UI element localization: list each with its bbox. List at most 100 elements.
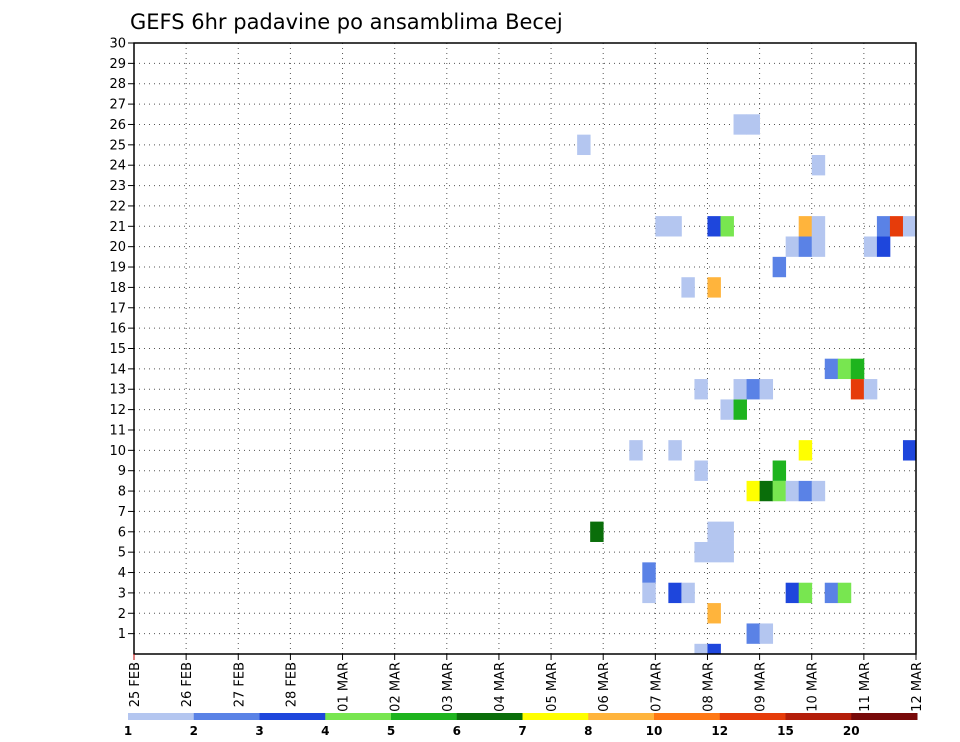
x-tick-label: 01 MAR xyxy=(337,662,352,712)
y-tick-label: 22 xyxy=(109,199,126,214)
precip-cell xyxy=(798,480,813,502)
x-tick-label: 12 MAR xyxy=(910,662,925,712)
colorbar-segment xyxy=(325,713,392,720)
x-tick-label: 04 MAR xyxy=(493,662,508,712)
precip-cell xyxy=(746,623,760,644)
y-tick-label: 16 xyxy=(109,322,126,337)
precip-cell xyxy=(876,236,891,257)
colorbar-segment xyxy=(654,713,721,720)
precip-cell xyxy=(642,562,656,583)
colorbar-label: 10 xyxy=(646,724,663,738)
colorbar-label: 12 xyxy=(711,724,728,738)
precip-cell xyxy=(772,460,787,481)
precip-cell xyxy=(837,358,852,380)
x-tick-label: 25 FEB xyxy=(128,662,143,707)
precip-cell xyxy=(759,480,774,502)
precip-cell xyxy=(798,236,813,257)
y-tick-label: 5 xyxy=(118,546,126,561)
colorbar: 1 2 3 4 5 6 7 8 10 12 15 20 xyxy=(124,713,918,738)
x-tick-label: 09 MAR xyxy=(754,662,769,712)
y-tick-label: 25 xyxy=(109,138,126,153)
precip-cell xyxy=(863,236,878,257)
x-tick-label: 03 MAR xyxy=(441,662,456,712)
y-tick-label: 6 xyxy=(118,525,126,540)
precip-cell xyxy=(694,541,708,563)
precip-cell xyxy=(720,521,734,542)
x-tick-label: 28 FEB xyxy=(284,662,299,707)
precip-cell xyxy=(707,277,721,298)
precip-cell xyxy=(733,399,747,420)
colorbar-label: 5 xyxy=(387,724,395,738)
precip-cell xyxy=(668,216,682,237)
y-tick-label: 19 xyxy=(109,261,126,276)
colorbar-segment xyxy=(193,713,260,720)
colorbar-segment xyxy=(719,713,786,720)
y-tick-label: 28 xyxy=(109,77,126,92)
precip-cell xyxy=(720,216,734,237)
colorbar-segment xyxy=(259,713,326,720)
y-tick-label: 13 xyxy=(109,383,126,398)
colorbar-label: 8 xyxy=(584,724,592,738)
precip-cell xyxy=(668,440,682,461)
x-tick-label: 07 MAR xyxy=(649,662,664,712)
precip-cell xyxy=(798,582,813,604)
precip-cell xyxy=(746,379,760,400)
y-tick-label: 21 xyxy=(109,220,126,235)
y-tick-label: 9 xyxy=(118,464,126,479)
y-tick-label: 15 xyxy=(109,342,126,357)
x-tick-label: 06 MAR xyxy=(597,662,612,712)
precip-cell xyxy=(577,134,591,156)
y-tick-label: 29 xyxy=(109,57,126,72)
y-tick-label: 1 xyxy=(118,627,126,642)
precip-cell xyxy=(746,480,760,502)
precip-cell xyxy=(876,216,891,237)
precip-cell xyxy=(668,582,682,604)
precip-cell xyxy=(759,623,774,644)
precip-cell xyxy=(759,379,774,400)
colorbar-label: 3 xyxy=(255,724,263,738)
y-tick-label: 10 xyxy=(109,444,126,459)
x-tick-label: 05 MAR xyxy=(545,662,560,712)
precip-cell xyxy=(785,236,800,257)
precip-cell xyxy=(707,603,721,624)
y-tick-label: 26 xyxy=(109,118,126,133)
precip-cell xyxy=(798,216,813,237)
y-tick-label: 8 xyxy=(118,485,126,500)
precip-cell xyxy=(850,358,865,380)
y-tick-label: 4 xyxy=(118,566,126,581)
colorbar-segment xyxy=(785,713,852,720)
y-tick-label: 12 xyxy=(109,403,126,418)
precip-cell xyxy=(681,277,695,298)
y-tick-label: 7 xyxy=(118,505,126,520)
colorbar-segment xyxy=(456,713,523,720)
precip-cell xyxy=(772,256,787,278)
colorbar-segment xyxy=(851,713,918,720)
precip-cell xyxy=(707,216,721,237)
y-tick-label: 3 xyxy=(118,586,126,601)
y-tick-label: 20 xyxy=(109,240,126,255)
colorbar-label: 15 xyxy=(777,724,794,738)
precip-cell xyxy=(772,480,787,502)
chart-title: GEFS 6hr padavine po ansamblima Becej xyxy=(130,10,563,34)
precip-cell xyxy=(707,521,721,542)
precip-cell xyxy=(811,216,826,237)
precip-cell xyxy=(824,358,839,380)
x-tick-label: 11 MAR xyxy=(858,662,873,712)
precip-cell xyxy=(785,582,800,604)
x-tick-label: 10 MAR xyxy=(806,662,821,712)
colorbar-segment xyxy=(588,713,655,720)
colorbar-segment xyxy=(128,713,195,720)
y-tick-label: 24 xyxy=(109,159,126,174)
precip-cell xyxy=(746,114,760,135)
y-axis-ticks: 1234567891011121314151617181920212223242… xyxy=(109,37,134,642)
colorbar-label: 1 xyxy=(124,724,132,738)
precip-cell xyxy=(694,379,708,400)
colorbar-label: 4 xyxy=(321,724,329,738)
precip-cell xyxy=(902,216,917,237)
precip-cell xyxy=(655,216,669,237)
precip-cell xyxy=(720,399,734,420)
precip-cell xyxy=(694,460,708,481)
x-tick-label: 02 MAR xyxy=(389,662,404,712)
precip-cell xyxy=(629,440,643,461)
